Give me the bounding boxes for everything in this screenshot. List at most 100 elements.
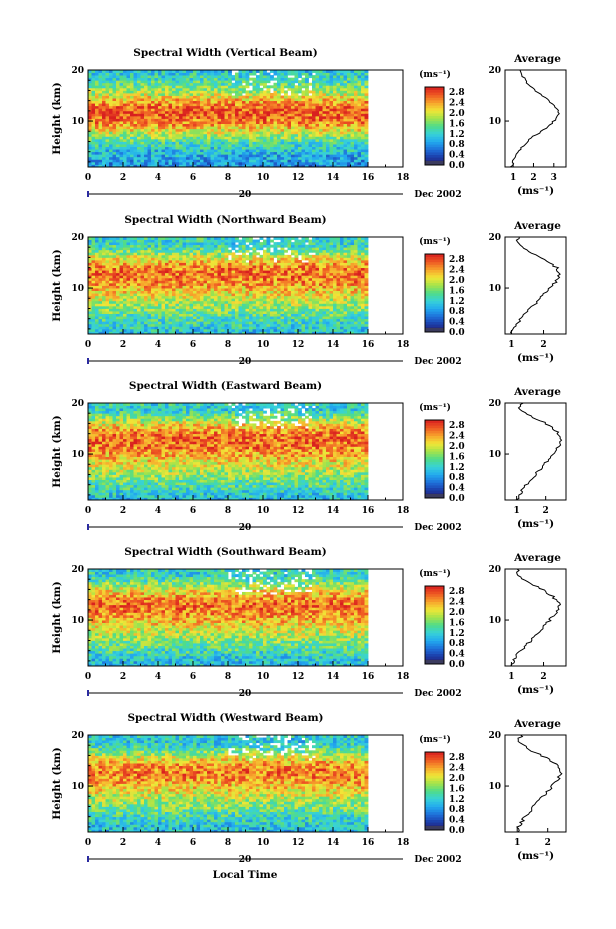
heatmap-cell: [239, 293, 243, 296]
heatmap-cell: [260, 131, 264, 134]
heatmap-cell: [298, 288, 302, 291]
heatmap-cell: [190, 124, 194, 127]
heatmap-cell: [137, 149, 141, 152]
heatmap-cell: [260, 303, 264, 306]
heatmap-cell: [246, 149, 250, 152]
heatmap-cell: [281, 293, 285, 296]
heatmap-cell: [295, 106, 299, 109]
heatmap-cell: [169, 303, 173, 306]
heatmap-cell: [274, 90, 278, 93]
heatmap-cell: [333, 308, 337, 311]
heatmap-cell: [113, 293, 117, 296]
heatmap-cell: [141, 83, 145, 86]
heatmap-cell: [232, 321, 236, 324]
heatmap-cell: [186, 131, 190, 134]
heatmap-cell: [141, 116, 145, 119]
heatmap-cell: [270, 134, 274, 137]
heatmap-cell: [214, 298, 218, 301]
heatmap-cell: [211, 157, 215, 160]
heatmap-cell: [249, 306, 253, 309]
heatmap-cell: [88, 144, 92, 147]
heatmap-cell: [277, 96, 281, 99]
heatmap-cell: [358, 291, 362, 294]
heatmap-cell: [305, 73, 309, 76]
heatmap-cell: [102, 83, 106, 86]
heatmap-cell: [172, 283, 176, 286]
heatmap-cell: [284, 113, 288, 116]
heatmap-cell: [162, 129, 166, 132]
heatmap-cell: [351, 154, 355, 157]
heatmap-cell: [267, 93, 271, 96]
heatmap-cell: [305, 141, 309, 144]
heatmap-cell: [340, 98, 344, 101]
heatmap-cell: [361, 108, 365, 111]
heatmap-cell: [200, 73, 204, 76]
heatmap-cell: [298, 329, 302, 332]
heatmap-cell: [270, 286, 274, 289]
heatmap-cell: [281, 303, 285, 306]
heatmap-cell: [295, 319, 299, 322]
heatmap-cell: [260, 129, 264, 132]
heatmap-cell: [99, 152, 103, 155]
heatmap-cell: [333, 159, 337, 162]
heatmap-cell: [319, 134, 323, 137]
heatmap-cell: [256, 291, 260, 294]
heatmap-cell: [312, 314, 316, 317]
heatmap-cell: [141, 93, 145, 96]
heatmap-cell: [207, 96, 211, 99]
heatmap-cell: [358, 141, 362, 144]
heatmap-cell: [246, 124, 250, 127]
heatmap-cell: [228, 280, 232, 283]
heatmap-cell: [137, 101, 141, 104]
heatmap-cell: [151, 326, 155, 329]
heatmap-cell: [165, 103, 169, 106]
heatmap-cell: [165, 152, 169, 155]
heatmap-cell: [351, 159, 355, 162]
heatmap-cell: [204, 159, 208, 162]
heatmap-cell: [144, 85, 148, 88]
heatmap-cell: [337, 80, 341, 83]
heatmap-cell: [123, 134, 127, 137]
heatmap-cell: [274, 106, 278, 109]
heatmap-cell: [162, 296, 166, 299]
heatmap-cell: [281, 162, 285, 165]
heatmap-cell: [221, 88, 225, 91]
heatmap-cell: [242, 103, 246, 106]
heatmap-cell: [179, 73, 183, 76]
heatmap-cell: [151, 116, 155, 119]
heatmap-cell: [102, 283, 106, 286]
heatmap-cell: [95, 136, 99, 139]
heatmap-cell: [316, 280, 320, 283]
heatmap-cell: [172, 149, 176, 152]
heatmap-cell: [333, 121, 337, 124]
heatmap-cell: [344, 149, 348, 152]
heatmap-cell: [92, 321, 96, 324]
heatmap-cell: [256, 93, 260, 96]
heatmap-cell: [186, 283, 190, 286]
heatmap-cell: [281, 324, 285, 327]
heatmap-cell: [284, 149, 288, 152]
heatmap-cell: [319, 275, 323, 278]
heatmap-cell: [176, 159, 180, 162]
heatmap-cell: [232, 273, 236, 276]
heatmap-cell: [316, 314, 320, 317]
heatmap-cell: [361, 329, 365, 332]
heatmap-cell: [260, 126, 264, 129]
heatmap-cell: [179, 126, 183, 129]
heatmap-cell: [291, 136, 295, 139]
heatmap-cell: [270, 108, 274, 111]
heatmap-cell: [200, 298, 204, 301]
heatmap-cell: [144, 286, 148, 289]
heatmap-cell: [249, 288, 253, 291]
heatmap-cell: [284, 303, 288, 306]
heatmap-cell: [239, 275, 243, 278]
heatmap-cell: [134, 106, 138, 109]
heatmap-cell: [228, 131, 232, 134]
heatmap-cell: [148, 321, 152, 324]
heatmap-cell: [99, 319, 103, 322]
heatmap-cell: [253, 306, 257, 309]
heatmap-cell: [211, 83, 215, 86]
heatmap-cell: [312, 134, 316, 137]
heatmap-cell: [218, 85, 222, 88]
heatmap-cell: [155, 83, 159, 86]
